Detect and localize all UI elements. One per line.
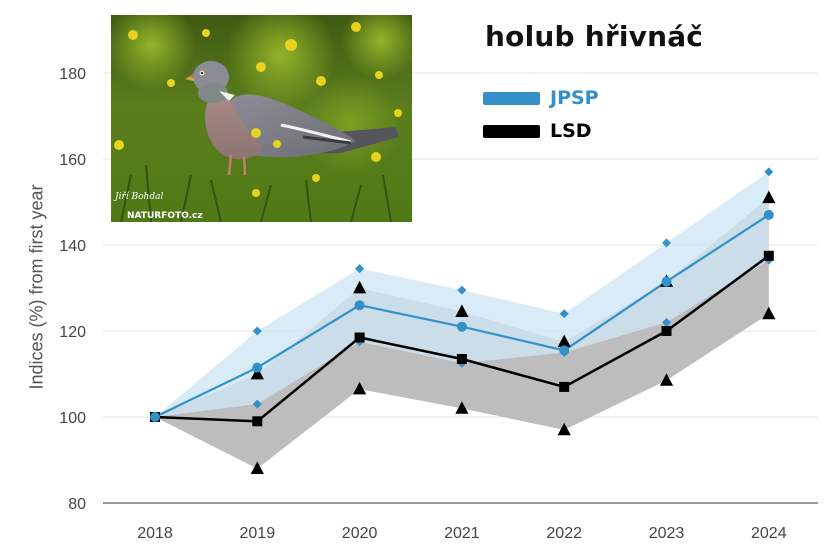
- y-tick-label-100: 100: [59, 410, 86, 427]
- x-tick-label-2019: 2019: [240, 525, 276, 542]
- y-tick-label-120: 120: [59, 324, 86, 341]
- species-title: holub hřivnáč: [485, 20, 704, 53]
- legend-swatch-lsd: [483, 124, 540, 138]
- jpsp-upper-marker-2023: [662, 238, 671, 248]
- lsd-upper-marker-2024: [762, 190, 776, 204]
- series-markers: [150, 167, 776, 474]
- y-tick-label-80: 80: [68, 496, 86, 513]
- lsd-upper-marker-2021: [455, 304, 469, 317]
- lsd-upper-marker-2019: [250, 366, 264, 380]
- lsd-point-2019: [252, 416, 263, 427]
- jpsp-point-2021: [456, 321, 467, 332]
- jpsp-point-2023: [661, 276, 672, 287]
- x-tick-label-2023: 2023: [649, 525, 685, 542]
- lsd-point-2022: [559, 381, 570, 392]
- legend-label-lsd: LSD: [550, 120, 592, 142]
- lsd-upper-marker-2022: [557, 334, 571, 348]
- lsd-lower-marker-2023: [659, 373, 674, 386]
- lsd-upper-marker-2020: [353, 280, 367, 294]
- x-tick-labels: 2018 2019 2020 2021 2022 2023 2024: [137, 525, 786, 542]
- jpsp-upper-marker-2019: [252, 326, 262, 336]
- x-tick-label-2018: 2018: [137, 525, 173, 542]
- y-tick-label-180: 180: [59, 66, 86, 83]
- y-tick-label-140: 140: [59, 238, 86, 255]
- jpsp-upper-marker-2022: [559, 309, 569, 319]
- lsd-point-2024: [763, 250, 774, 261]
- lsd-lower-marker-2024: [762, 306, 776, 320]
- jpsp-lower-marker-2023: [662, 317, 671, 327]
- lsd-point-2021: [456, 354, 467, 364]
- x-tick-label-2021: 2021: [444, 525, 480, 542]
- jpsp-point-2022: [559, 345, 570, 356]
- jpsp-point-2018: [150, 412, 160, 422]
- y-tick-label-160: 160: [59, 152, 86, 169]
- jpsp-upper-marker-2021: [457, 285, 467, 295]
- lsd-point-2020: [354, 332, 365, 343]
- legend-item-lsd: LSD: [483, 118, 592, 144]
- jpsp-point-2024: [763, 209, 774, 220]
- lsd-lower-marker-2021: [455, 401, 469, 414]
- y-tick-labels: 80 100 120 140 160 180: [59, 66, 86, 513]
- jpsp-upper-marker-2024: [764, 167, 774, 177]
- bird-photo: Jiří Bohdal NATURFOTO.cz: [111, 15, 412, 222]
- jpsp-point-2020: [354, 300, 365, 311]
- photo-credit-name: Jiří Bohdal: [113, 191, 163, 202]
- x-tick-label-2020: 2020: [342, 525, 378, 542]
- wood-pigeon-image: Jiří Bohdal NATURFOTO.cz: [111, 15, 412, 222]
- legend-label-jpsp: JPSP: [550, 87, 599, 109]
- x-tick-label-2022: 2022: [546, 525, 582, 542]
- legend-swatch-jpsp: [483, 91, 540, 105]
- x-tick-label-2024: 2024: [751, 525, 787, 542]
- lsd-lower-marker-2019: [250, 461, 264, 474]
- lsd-lower-marker-2022: [557, 422, 571, 436]
- lsd-lower-marker-2020: [353, 381, 367, 395]
- legend-item-jpsp: JPSP: [483, 85, 599, 111]
- lsd-point-2023: [661, 326, 672, 336]
- y-axis-label: Indices (%) from first year: [26, 184, 47, 390]
- jpsp-lower-marker-2019: [252, 399, 262, 409]
- photo-credit-site: NATURFOTO.cz: [127, 211, 203, 221]
- jpsp-upper-marker-2020: [355, 264, 365, 274]
- jpsp-point-2019: [252, 362, 263, 373]
